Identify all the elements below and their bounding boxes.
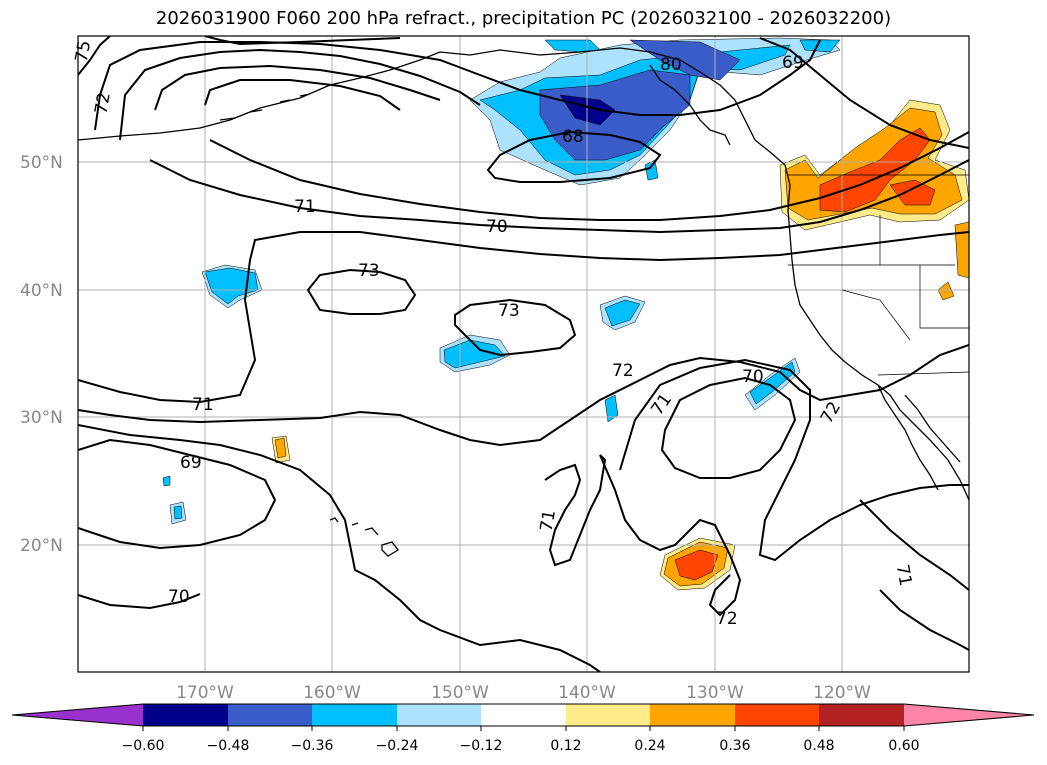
contour-70-band (209, 131, 969, 221)
contour-label: 80 (660, 55, 682, 75)
colorbar-segment (228, 704, 312, 726)
contour-label: 72 (716, 609, 738, 629)
colorbar-tick: 0.12 (550, 738, 581, 754)
colorbar-segment (481, 704, 566, 726)
lat-label: 20°N (20, 536, 63, 556)
contour-label: 71 (537, 508, 560, 533)
aleutian-islands (219, 93, 311, 121)
lon-label: 160°W (303, 683, 361, 703)
contour-70-upper (204, 79, 401, 111)
precip-area-east-edge (954, 221, 969, 279)
colorbar-tick: −0.12 (460, 738, 503, 754)
lon-label: 130°W (686, 683, 744, 703)
contour-72-north (94, 39, 821, 131)
colorbar-segment (819, 704, 904, 726)
contour-label: 71 (192, 395, 214, 415)
coast-baja (877, 384, 939, 491)
contour-73-east (454, 298, 577, 357)
latitude-labels: 50°N 40°N 30°N 20°N (20, 153, 63, 556)
precip-area-hawaii-west-core (173, 505, 183, 520)
contour-72-main (78, 344, 969, 447)
contour-label: 73 (498, 301, 520, 321)
precip-area-pnw-red-east (889, 179, 936, 206)
colorbar-segment (650, 704, 735, 726)
precip-area-small-604 (604, 394, 619, 423)
colorbar-segment (312, 704, 397, 726)
precip-area-se-alaska (629, 39, 741, 81)
lat-label: 30°N (20, 408, 63, 428)
contour-70-offshore (660, 376, 797, 479)
precip-area-south-red (674, 549, 719, 581)
lat-label: 40°N (20, 281, 63, 301)
contour-72-east (859, 499, 969, 591)
colorbar: −0.60 −0.48 −0.36 −0.24 −0.12 0.12 0.24 … (11, 703, 1035, 754)
contour-label: 72 (612, 361, 634, 381)
colorbar-tick: −0.24 (376, 738, 419, 754)
coast-gulf-california (904, 394, 961, 463)
colorbar-tick: −0.48 (207, 738, 250, 754)
contour-71-east (879, 589, 969, 651)
contour-73-west (78, 231, 969, 404)
contour-label: 68 (562, 127, 584, 147)
lon-label: 140°W (558, 683, 616, 703)
contour-70-sw (78, 424, 601, 672)
colorbar-segment (143, 704, 228, 726)
lon-label: 170°W (176, 683, 234, 703)
colorbar-tick: −0.36 (291, 738, 334, 754)
contour-label: 72 (91, 91, 114, 116)
lon-label: 120°W (813, 683, 871, 703)
precip-area-nw-right (799, 39, 841, 53)
longitude-labels: 170°W 160°W 150°W 140°W 130°W 120°W (176, 683, 871, 703)
precip-area-hawaii-north-core (274, 437, 287, 459)
contour-label: 70 (486, 217, 508, 237)
contour-71-band (149, 159, 969, 234)
graticule (78, 36, 969, 672)
contour-72-south (599, 454, 742, 617)
state-borders (788, 174, 969, 376)
colorbar-tick: 0.36 (719, 738, 750, 754)
colorbar-segment (397, 704, 481, 726)
map-title: 2026031900 F060 200 hPa refract., precip… (155, 8, 892, 29)
colorbar-extend-right (904, 704, 1034, 726)
contour-label: 70 (742, 367, 764, 387)
colorbar-tick: 0.24 (634, 738, 665, 754)
colorbar-segment (566, 704, 650, 726)
contour-label: 71 (892, 563, 915, 588)
contour-73-center (306, 268, 417, 315)
precip-area-tiny (162, 475, 171, 487)
colorbar-tick: 0.60 (888, 738, 919, 754)
contour-label: 73 (358, 261, 380, 281)
contour-labels: 80 69 72 68 71 70 73 73 72 70 71 71 69 7… (72, 39, 916, 629)
refractivity-contours (78, 36, 969, 672)
precip-area-ne-blob-core (604, 299, 641, 327)
contour-71-offshore (619, 358, 969, 562)
contour-label: 69 (782, 53, 804, 73)
precip-negative-shading (162, 37, 841, 525)
lat-label: 50°N (20, 153, 63, 173)
contour-71 (119, 48, 481, 141)
contour-69-sw (78, 438, 277, 550)
map-frame (77, 35, 970, 673)
contour-71-sw (78, 593, 201, 610)
colorbar-extend-left (12, 704, 143, 726)
contour-label: 70 (168, 587, 190, 607)
precip-area-east-small (937, 281, 955, 301)
colorbar-segment (735, 704, 819, 726)
contour-71-south (544, 454, 607, 567)
colorbar-tick: −0.60 (122, 738, 165, 754)
colorbar-tick: 0.48 (803, 738, 834, 754)
hawaii-islands (329, 517, 399, 557)
precip-area-pacific-west-core (204, 267, 259, 305)
contour-label: 75 (72, 39, 95, 64)
lon-label: 150°W (431, 683, 489, 703)
contour-inner-outer (154, 64, 441, 111)
precip-area-central-blob-core (443, 339, 506, 369)
contour-label: 69 (180, 453, 202, 473)
precip-area-cal-offshore-core (749, 361, 796, 405)
coast-us-west (789, 234, 969, 501)
contour-label: 71 (294, 197, 316, 217)
contour-68 (486, 130, 662, 183)
